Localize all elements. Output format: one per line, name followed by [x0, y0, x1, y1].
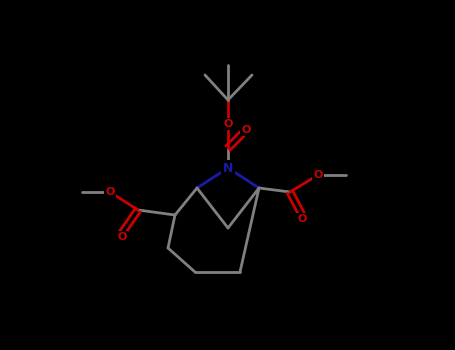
Text: O: O	[313, 170, 323, 180]
Text: O: O	[297, 214, 307, 224]
Text: O: O	[241, 125, 251, 135]
Text: O: O	[117, 232, 126, 242]
Text: O: O	[105, 187, 115, 197]
Text: O: O	[223, 119, 233, 129]
Text: N: N	[223, 161, 233, 175]
